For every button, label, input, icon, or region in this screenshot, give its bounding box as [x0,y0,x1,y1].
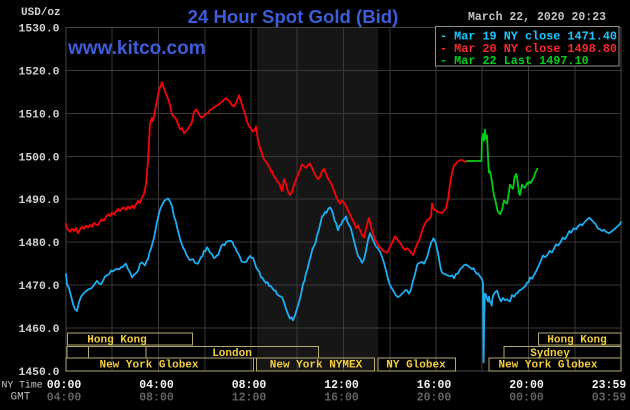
svg-text:Sydney: Sydney [530,348,570,360]
svg-text:04:00: 04:00 [139,379,174,392]
svg-text:New York NYMEX: New York NYMEX [270,360,363,372]
svg-text:London: London [212,348,252,360]
svg-text:1520.0: 1520.0 [18,66,59,78]
svg-text:- Mar 19 NY close 1471.40: - Mar 19 NY close 1471.40 [440,30,617,44]
svg-text:08:00: 08:00 [139,392,174,405]
svg-text:1460.0: 1460.0 [18,324,59,336]
svg-text:1450.0: 1450.0 [18,367,59,379]
svg-text:20:00: 20:00 [509,379,544,392]
svg-text:New York Globex: New York Globex [498,360,597,372]
svg-text:16:00: 16:00 [417,379,452,392]
svg-text:16:00: 16:00 [324,392,359,405]
svg-text:USD/oz: USD/oz [21,7,61,19]
svg-text:04:00: 04:00 [47,392,82,405]
svg-text:NY Globex: NY Globex [386,360,446,372]
svg-text:www.kitco.com: www.kitco.com [67,38,206,59]
svg-text:- Mar 20 NY close 1498.80: - Mar 20 NY close 1498.80 [440,42,617,56]
svg-text:1500.0: 1500.0 [18,152,59,164]
svg-text:03:59: 03:59 [592,392,627,405]
svg-text:- Mar 22 Last 1497.10: - Mar 22 Last 1497.10 [440,54,589,68]
svg-text:20:00: 20:00 [417,392,452,405]
svg-text:New York Globex: New York Globex [99,360,198,372]
svg-text:GMT: GMT [11,392,31,404]
svg-text:24 Hour Spot Gold (Bid): 24 Hour Spot Gold (Bid) [188,6,399,27]
svg-text:00:00: 00:00 [47,379,82,392]
svg-text:08:00: 08:00 [232,379,267,392]
svg-text:1530.0: 1530.0 [18,24,59,36]
svg-text:1510.0: 1510.0 [18,109,59,121]
svg-text:1470.0: 1470.0 [18,281,59,293]
svg-text:12:00: 12:00 [232,392,267,405]
svg-text:1490.0: 1490.0 [18,195,59,207]
svg-text:12:00: 12:00 [324,379,359,392]
svg-text:1480.0: 1480.0 [18,238,59,250]
svg-text:March 22, 2020 20:23: March 22, 2020 20:23 [468,11,606,24]
svg-text:Hong Kong: Hong Kong [547,334,606,346]
svg-text:23:59: 23:59 [592,379,627,392]
svg-text:NY Time: NY Time [2,380,43,391]
svg-text:Hong Kong: Hong Kong [87,334,146,346]
svg-text:00:00: 00:00 [509,392,544,405]
